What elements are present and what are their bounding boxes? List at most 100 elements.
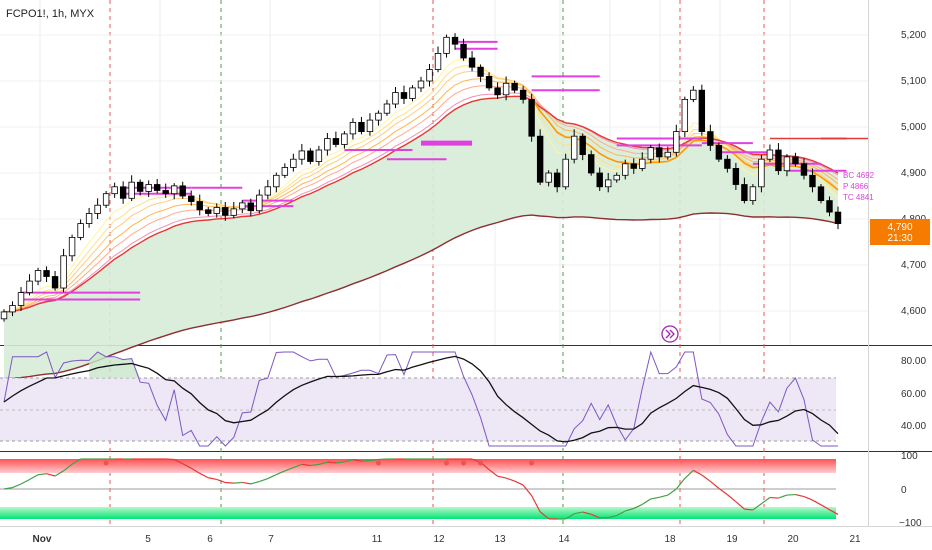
price-tick: 5,200 xyxy=(901,30,926,41)
osc-segment xyxy=(46,473,56,477)
osc-segment xyxy=(54,470,64,477)
osc-segment xyxy=(574,511,583,515)
osc-segment xyxy=(608,514,617,519)
rsi-line xyxy=(3,350,838,447)
candle-body xyxy=(341,133,348,145)
time-axis[interactable]: Nov 5 6 7 11 12 13 14 18 19 20 21 xyxy=(33,534,861,545)
candle-body xyxy=(256,194,263,212)
osc-tick: 100 xyxy=(901,451,918,462)
rsi-tick: 40.00 xyxy=(901,421,926,432)
candle-body xyxy=(519,89,527,100)
candle-body xyxy=(400,92,408,99)
candle-body xyxy=(119,186,127,199)
candle-body xyxy=(281,167,289,176)
candle-body xyxy=(273,174,280,188)
candle-body xyxy=(111,186,118,195)
osc-segment xyxy=(659,494,668,498)
osc-segment xyxy=(565,513,575,520)
osc-segment xyxy=(37,473,47,476)
candle-body xyxy=(315,149,323,162)
osc-segment xyxy=(820,504,830,511)
candle-body xyxy=(766,149,774,160)
osc-segment xyxy=(233,481,243,484)
osc-signal-dots xyxy=(103,460,535,466)
candle-body xyxy=(588,154,595,174)
osc-signal-dot xyxy=(478,460,484,466)
candle-body xyxy=(732,167,740,185)
candle-body xyxy=(298,150,306,160)
osc-oversold-zone xyxy=(0,507,836,519)
osc-segment xyxy=(190,467,201,474)
candle-body xyxy=(630,163,637,169)
osc-axis[interactable]: 100 0 −100 xyxy=(899,451,922,529)
osc-segment xyxy=(641,498,652,505)
osc-segment xyxy=(267,474,277,480)
time-tick: Nov xyxy=(33,534,52,545)
osc-segment xyxy=(318,461,328,466)
osc-segment xyxy=(684,469,694,479)
rsi-overbought-fill xyxy=(89,352,192,378)
ribbon-line xyxy=(3,70,839,313)
candle-body xyxy=(213,207,220,214)
osc-segment xyxy=(633,503,643,510)
price-axis[interactable]: 5,200 5,100 5,000 4,900 4,800 4,700 4,60… xyxy=(901,30,926,317)
osc-segment xyxy=(361,459,370,462)
candle-body xyxy=(102,193,110,206)
candle-body xyxy=(570,135,578,160)
time-tick: 6 xyxy=(207,534,213,545)
osc-segment xyxy=(225,481,234,484)
candle-body xyxy=(307,150,314,162)
candle-body xyxy=(9,305,16,313)
osc-segment xyxy=(582,511,592,515)
osc-segment xyxy=(352,458,362,462)
osc-segment xyxy=(505,477,515,482)
osc-segment xyxy=(761,497,771,505)
candle-body xyxy=(690,89,697,100)
candle-body xyxy=(136,181,144,192)
candle-body xyxy=(622,163,629,176)
osc-segment xyxy=(259,477,269,483)
osc-segment xyxy=(63,463,73,472)
candle-body xyxy=(434,53,442,70)
osc-segment xyxy=(812,499,822,506)
osc-segment xyxy=(208,477,217,481)
candle-body xyxy=(809,174,816,188)
osc-segment xyxy=(709,480,720,489)
osc-segment xyxy=(182,463,192,469)
osc-signal-dot xyxy=(375,460,381,466)
candle-body xyxy=(94,204,101,214)
rsi-tick: 80.00 xyxy=(901,356,926,367)
pivot-label-group: BC 4692 P 4866 TC 4841 xyxy=(843,171,875,202)
osc-segment xyxy=(616,510,626,517)
candle-body xyxy=(324,138,331,151)
candle-body xyxy=(196,201,203,211)
candle-body xyxy=(264,186,272,196)
candle-body xyxy=(162,190,169,195)
candle-body xyxy=(409,87,416,99)
fast-forward-icon[interactable] xyxy=(661,325,679,343)
osc-tick: 0 xyxy=(901,485,907,496)
pivot-label-bc: BC 4692 xyxy=(843,171,875,180)
osc-segment xyxy=(693,469,703,476)
bar-countdown: 21:30 xyxy=(887,233,912,244)
candle-body xyxy=(715,144,723,160)
candle-body xyxy=(528,99,535,137)
candle-body xyxy=(477,66,484,77)
osc-segment xyxy=(667,488,677,496)
candle-body xyxy=(698,89,706,132)
candle-body xyxy=(817,186,825,202)
osc-segment xyxy=(250,480,260,485)
candle-body xyxy=(188,195,195,202)
ema-cloud-fill xyxy=(4,96,838,379)
time-tick: 13 xyxy=(494,534,506,545)
candlesticks xyxy=(0,33,842,322)
rsi-axis[interactable]: 80.00 60.00 40.00 xyxy=(901,356,926,432)
candle-body xyxy=(834,211,842,225)
candle-body xyxy=(502,82,510,96)
candle-body xyxy=(647,147,654,160)
osc-segment xyxy=(71,458,81,465)
osc-segment xyxy=(284,466,294,472)
candle-body xyxy=(681,99,689,133)
time-tick: 7 xyxy=(268,534,274,545)
